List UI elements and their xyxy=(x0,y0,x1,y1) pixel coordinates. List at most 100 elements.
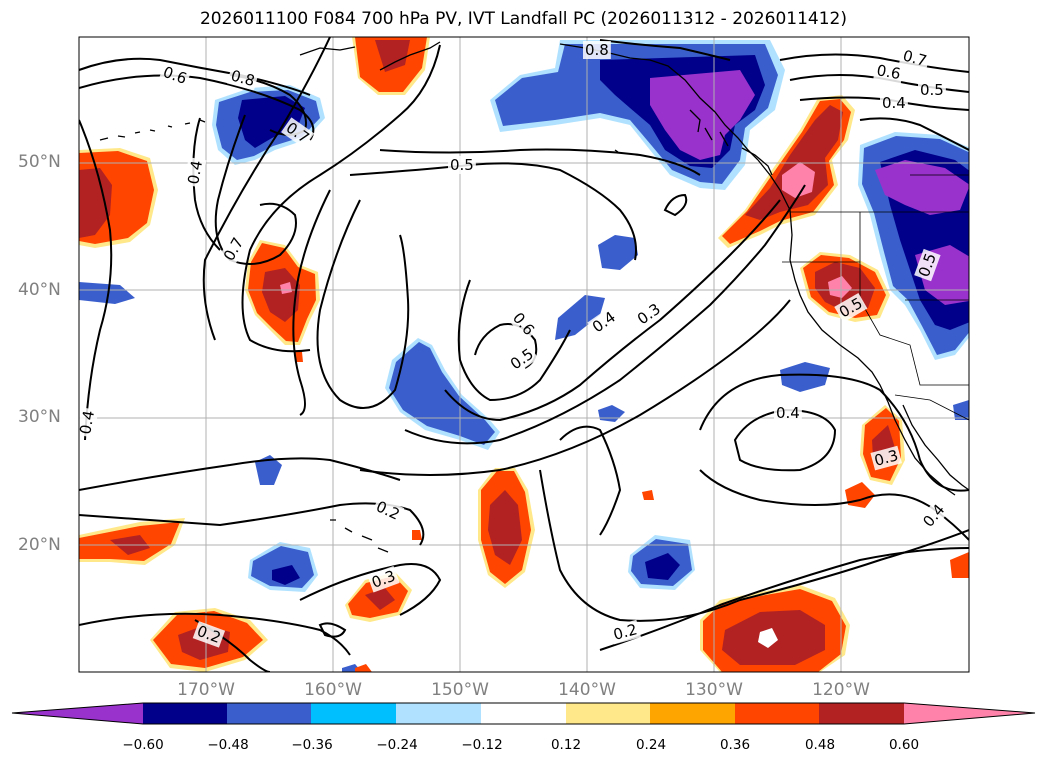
contour-line xyxy=(79,57,311,96)
contour-label-halo xyxy=(870,445,903,471)
colorbar-bin xyxy=(311,703,397,724)
colorbar-bin xyxy=(481,703,567,724)
contour-label-halo xyxy=(158,62,192,89)
contour-label-halo xyxy=(183,157,207,188)
contour-line xyxy=(79,612,351,656)
colorbar-bin xyxy=(735,703,820,724)
contour-label-halo xyxy=(917,499,950,533)
pv-contours xyxy=(79,37,969,672)
contour-line xyxy=(559,425,622,536)
contour-line xyxy=(202,37,331,341)
contour-line xyxy=(599,39,731,61)
colorbar-tick-label: −0.24 xyxy=(376,737,418,753)
contour-label-halo xyxy=(192,621,226,648)
contour-label: 0.4 xyxy=(184,159,206,186)
contour-label-halo xyxy=(632,298,666,330)
colorbar xyxy=(11,702,1036,725)
political-borders xyxy=(782,174,969,421)
contour-label: 0.7 xyxy=(901,46,929,70)
contour-label: 0.8 xyxy=(585,41,609,59)
contour-line xyxy=(699,373,969,492)
lat-label-30n: 30°N xyxy=(18,407,61,427)
contour-label-halo xyxy=(899,45,931,71)
plot-frame xyxy=(78,36,970,673)
contour-label-halo xyxy=(834,292,868,323)
contour-line xyxy=(379,148,701,176)
contour-label-halo xyxy=(880,94,908,112)
contour-label-halo xyxy=(218,232,249,266)
contour-line xyxy=(457,279,571,402)
contour-label: 0.5 xyxy=(450,156,474,174)
contour-line xyxy=(79,119,113,441)
contour-line xyxy=(292,189,331,416)
lon-label-160w: 160°W xyxy=(304,680,362,700)
lon-label-150w: 150°W xyxy=(431,680,489,700)
colorbar-bin xyxy=(396,703,482,724)
contour-label-halo xyxy=(918,81,946,99)
contour-line xyxy=(192,117,221,251)
colorbar-tick-label: 0.24 xyxy=(635,737,667,753)
lat-label-20n: 20°N xyxy=(18,535,61,555)
contour-line xyxy=(318,622,347,638)
contour-label-halo xyxy=(505,343,539,375)
colorbar-outline xyxy=(11,702,1036,725)
contour-line xyxy=(733,408,837,472)
contour-line xyxy=(79,502,425,546)
contour-line xyxy=(779,53,969,73)
contour-line xyxy=(663,193,688,217)
contour-label: 0.3 xyxy=(872,446,900,470)
contour-line xyxy=(349,162,637,261)
contour-label-halo xyxy=(371,496,405,525)
colorbar-bin xyxy=(819,703,905,724)
contour-line xyxy=(316,199,410,409)
contour-label-halo xyxy=(774,404,802,422)
contour-label: 0.2 xyxy=(611,620,639,644)
colorbar-tick-label: −0.36 xyxy=(291,737,333,753)
contour-label: 0.4 xyxy=(776,404,800,422)
colorbar-tick-label: 0.36 xyxy=(719,737,751,753)
colorbar-extend-right xyxy=(904,703,1035,724)
colorbar-tick-label: −0.12 xyxy=(461,737,503,753)
contour-line xyxy=(444,199,781,422)
colorbar-tick-label: 0.60 xyxy=(888,737,920,753)
lon-label-120w: 120°W xyxy=(812,680,870,700)
contour-line xyxy=(359,299,791,476)
lon-label-130w: 130°W xyxy=(685,680,743,700)
colorbar-tick-label: 0.48 xyxy=(804,737,836,753)
contour-line xyxy=(539,469,969,622)
contour-label-halo xyxy=(609,619,642,645)
contour-line xyxy=(79,457,401,491)
contour-label-halo xyxy=(281,117,315,149)
contour-label: 0.8 xyxy=(229,66,257,90)
contour-line xyxy=(859,117,969,151)
contour-label-halo xyxy=(448,156,476,174)
contour-line xyxy=(404,184,806,445)
colorbar-bin xyxy=(566,703,651,724)
map-title: 2026011100 F084 700 hPa PV, IVT Landfall… xyxy=(199,9,847,29)
colorbar-bin xyxy=(227,703,312,724)
contour-line xyxy=(599,547,969,651)
colorbar-bin xyxy=(143,703,228,724)
contour-label-halo xyxy=(507,307,540,341)
contour-label-halo xyxy=(367,565,400,593)
colorbar-tick-label: −0.60 xyxy=(122,737,164,753)
lat-label-40n: 40°N xyxy=(18,280,61,300)
contour-label-halo xyxy=(873,60,904,84)
contour-label-halo xyxy=(583,41,611,59)
contour-line xyxy=(241,44,441,353)
contour-label: 0.4 xyxy=(76,409,98,436)
contour-line xyxy=(299,563,442,616)
colorbar-tick-label: 0.12 xyxy=(550,737,582,753)
contour-line xyxy=(79,74,315,141)
contour-label-halo xyxy=(914,248,941,282)
colorbar-extend-left xyxy=(12,703,144,724)
contour-label-halo xyxy=(227,65,259,91)
contour-line xyxy=(214,114,297,265)
contour-label: 0.5 xyxy=(920,81,944,99)
colorbar-tick-label: −0.48 xyxy=(207,737,249,753)
lon-label-170w: 170°W xyxy=(177,680,235,700)
colorbar-bin xyxy=(650,703,736,724)
lat-label-50n: 50°N xyxy=(18,152,61,172)
contour-label: 0.6 xyxy=(875,61,902,83)
